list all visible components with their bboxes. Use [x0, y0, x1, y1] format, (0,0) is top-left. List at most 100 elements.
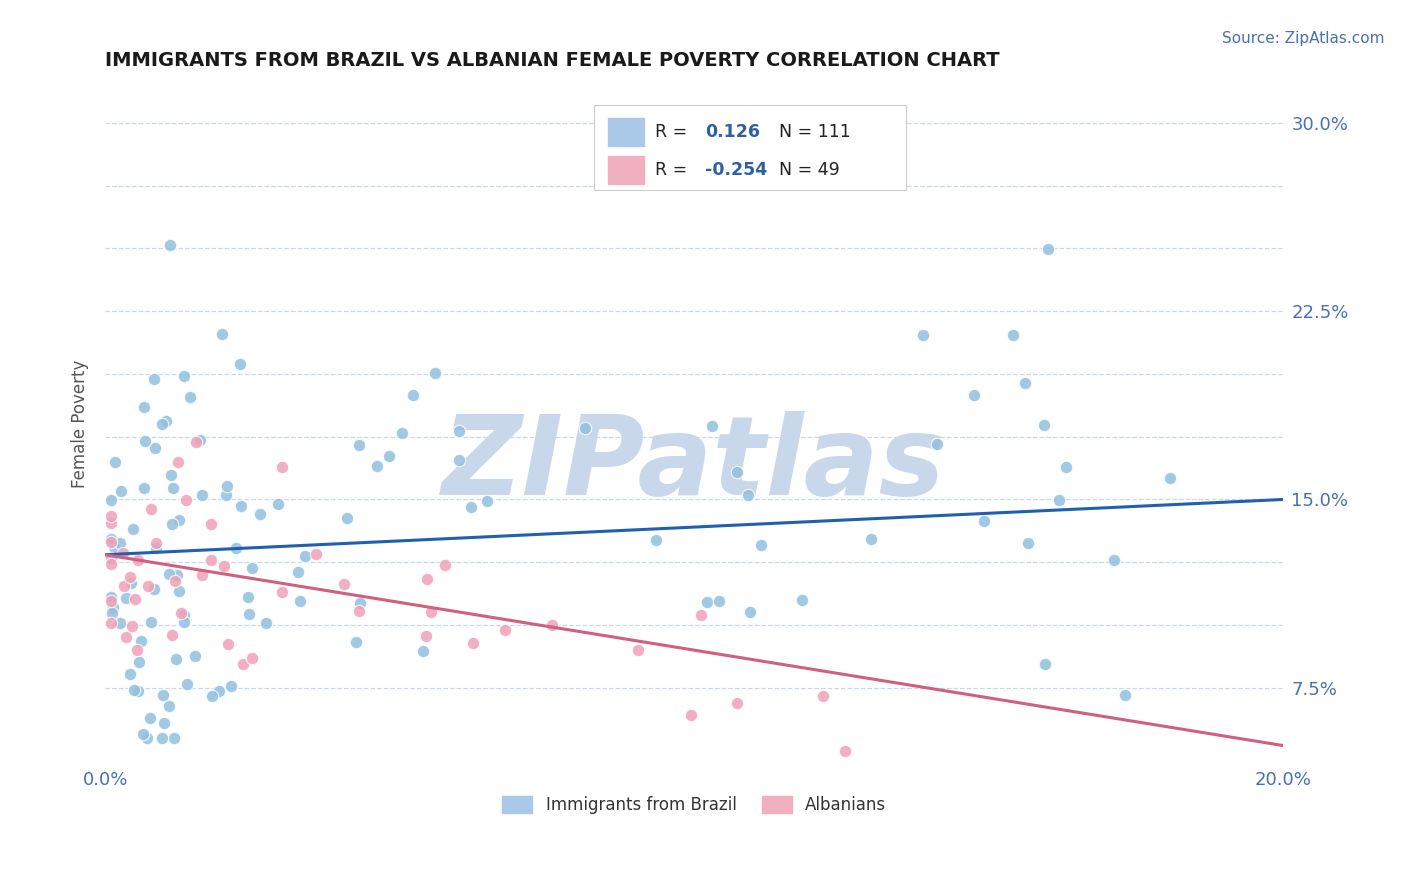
- Point: [423, 366, 446, 380]
- Point: [191, 568, 214, 582]
- Point: [349, 596, 371, 610]
- Point: [645, 533, 668, 548]
- Point: [1159, 471, 1181, 485]
- Point: [118, 666, 141, 681]
- Point: [145, 541, 167, 556]
- Point: [127, 683, 149, 698]
- Point: [240, 561, 263, 575]
- Point: [349, 604, 371, 618]
- Point: [574, 420, 596, 434]
- Point: [447, 424, 470, 438]
- Point: [416, 572, 439, 586]
- Point: [200, 516, 222, 531]
- FancyBboxPatch shape: [595, 105, 907, 190]
- Point: [738, 605, 761, 619]
- Point: [725, 697, 748, 711]
- Point: [153, 715, 176, 730]
- Point: [139, 711, 162, 725]
- Point: [447, 452, 470, 467]
- Text: N = 111: N = 111: [779, 123, 851, 141]
- Point: [166, 455, 188, 469]
- Point: [270, 584, 292, 599]
- Point: [173, 615, 195, 630]
- Point: [1033, 417, 1056, 432]
- Point: [215, 488, 238, 502]
- Point: [100, 493, 122, 508]
- Point: [120, 570, 142, 584]
- Text: R =: R =: [655, 161, 693, 179]
- Point: [103, 541, 125, 555]
- Point: [100, 557, 122, 571]
- Point: [143, 441, 166, 455]
- Point: [911, 327, 934, 342]
- Point: [167, 583, 190, 598]
- Point: [100, 615, 122, 630]
- Point: [101, 599, 124, 614]
- Point: [132, 727, 155, 741]
- Point: [1036, 242, 1059, 256]
- Point: [125, 642, 148, 657]
- Point: [100, 551, 122, 566]
- Point: [681, 708, 703, 723]
- Point: [402, 388, 425, 402]
- Point: [696, 595, 718, 609]
- Point: [238, 607, 260, 621]
- Point: [166, 568, 188, 582]
- Point: [332, 577, 354, 591]
- Point: [366, 458, 388, 473]
- Point: [160, 517, 183, 532]
- Point: [141, 502, 163, 516]
- Point: [271, 460, 294, 475]
- Point: [134, 434, 156, 448]
- Point: [142, 372, 165, 386]
- Point: [208, 684, 231, 698]
- Point: [792, 592, 814, 607]
- Point: [134, 401, 156, 415]
- Point: [344, 634, 367, 648]
- Point: [190, 433, 212, 447]
- Point: [100, 535, 122, 549]
- Point: [229, 357, 252, 371]
- Point: [231, 499, 253, 513]
- Point: [211, 326, 233, 341]
- Point: [165, 574, 187, 589]
- Point: [110, 616, 132, 631]
- Point: [212, 559, 235, 574]
- Point: [294, 549, 316, 563]
- Point: [173, 607, 195, 622]
- Point: [287, 565, 309, 579]
- Point: [115, 591, 138, 606]
- Text: R =: R =: [655, 123, 693, 141]
- Point: [150, 417, 173, 431]
- Point: [240, 650, 263, 665]
- Point: [973, 514, 995, 528]
- Point: [391, 426, 413, 441]
- Point: [419, 605, 441, 619]
- Y-axis label: Female Poverty: Female Poverty: [72, 360, 89, 488]
- Point: [460, 500, 482, 514]
- Point: [100, 516, 122, 531]
- Point: [122, 522, 145, 536]
- Point: [475, 494, 498, 508]
- Point: [267, 497, 290, 511]
- Point: [120, 576, 142, 591]
- Text: -0.254: -0.254: [704, 161, 768, 179]
- Point: [157, 567, 180, 582]
- Point: [963, 388, 986, 402]
- Point: [145, 536, 167, 550]
- Point: [184, 435, 207, 450]
- Point: [110, 484, 132, 499]
- Point: [1104, 553, 1126, 567]
- Point: [700, 419, 723, 434]
- Point: [749, 538, 772, 552]
- Point: [725, 466, 748, 480]
- Point: [108, 535, 131, 549]
- Point: [184, 649, 207, 664]
- Point: [1001, 328, 1024, 343]
- Point: [434, 558, 457, 572]
- Point: [290, 594, 312, 608]
- Point: [141, 615, 163, 629]
- Point: [104, 454, 127, 468]
- Point: [100, 508, 122, 523]
- Point: [128, 655, 150, 669]
